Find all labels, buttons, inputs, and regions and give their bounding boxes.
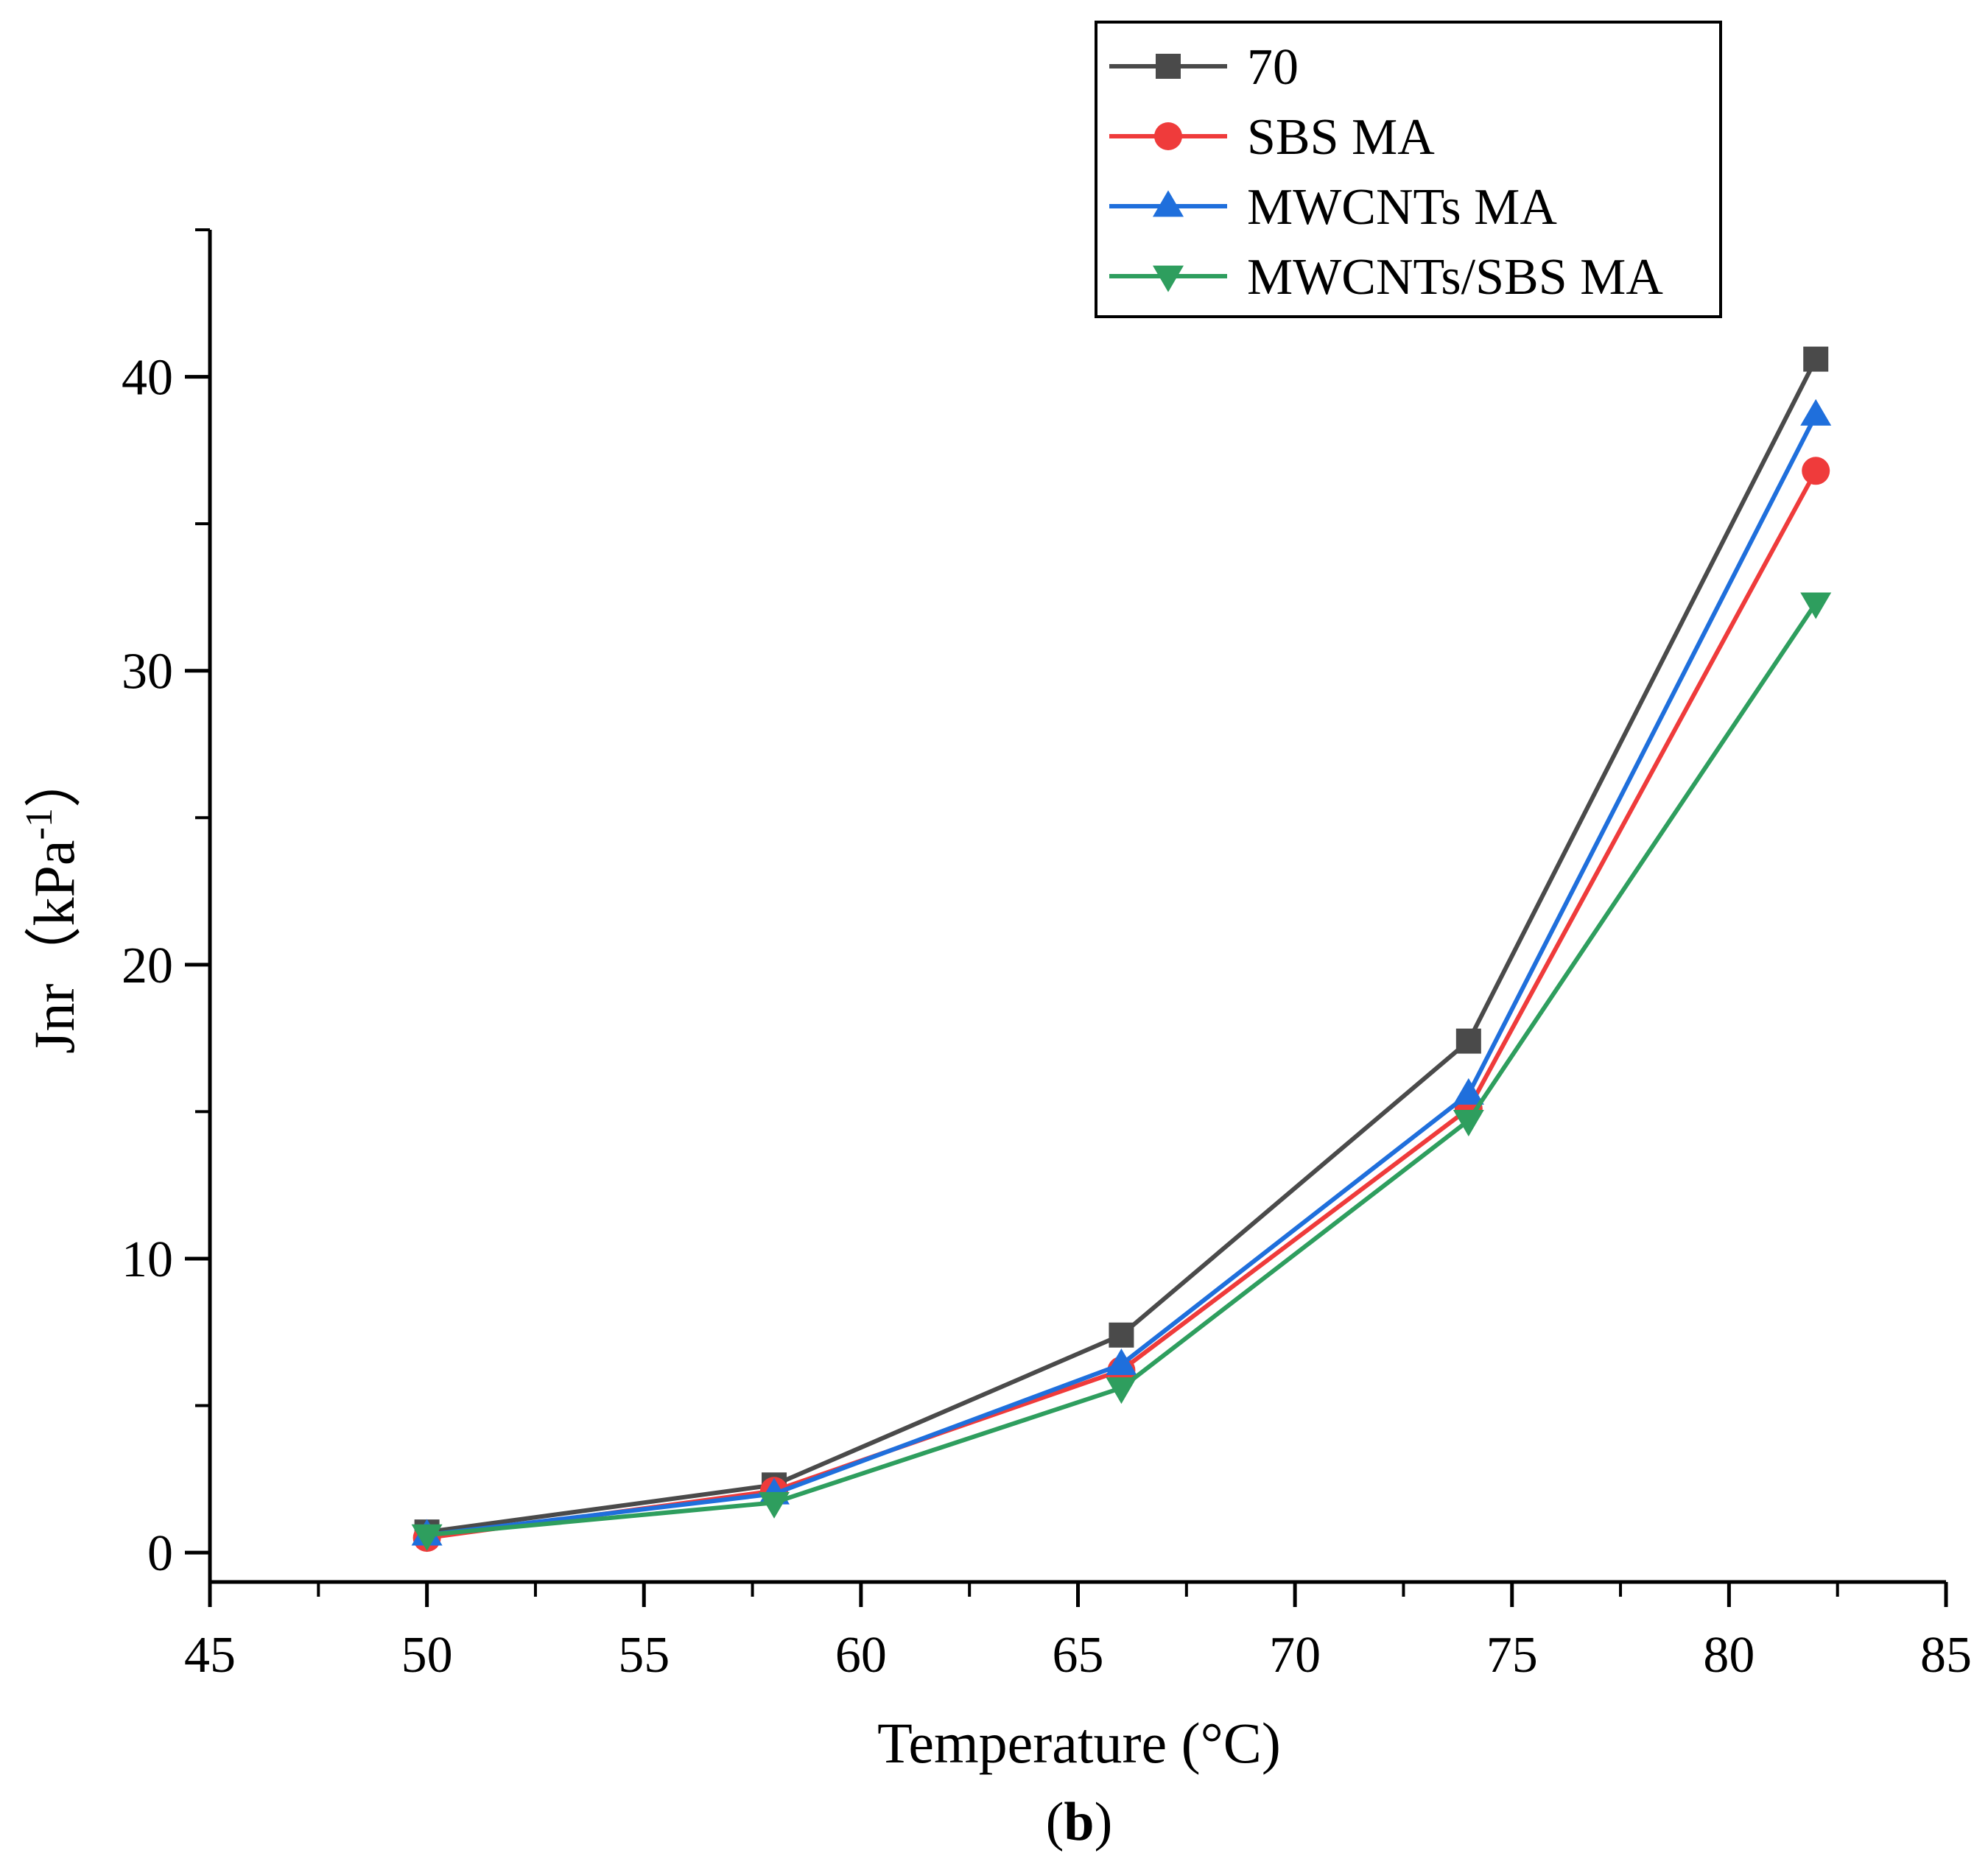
y-tick-label: 20 bbox=[122, 938, 173, 994]
data-point-mwcnts-sbs-ma bbox=[1800, 592, 1832, 619]
data-point-mwcnts-ma bbox=[1800, 398, 1832, 426]
y-tick-label: 10 bbox=[122, 1231, 173, 1288]
series-70 bbox=[414, 346, 1829, 1545]
panel-label-open: ( bbox=[1046, 1792, 1064, 1852]
legend-marker-mwcnts-sbs-ma bbox=[1153, 265, 1184, 292]
legend-marker-sbs-ma bbox=[1154, 122, 1182, 150]
panel-label-letter: b bbox=[1064, 1792, 1094, 1852]
y-tick-label: 40 bbox=[122, 350, 173, 407]
y-axis-title: Jnr（kPa-1） bbox=[18, 750, 86, 1054]
y-tick-label: 30 bbox=[122, 644, 173, 700]
x-tick-label: 60 bbox=[835, 1627, 887, 1684]
data-point-mwcnts-sbs-ma bbox=[411, 1524, 443, 1551]
x-tick-label: 55 bbox=[618, 1627, 670, 1684]
legend-label-mwcnts-ma: MWCNTs MA bbox=[1247, 179, 1557, 236]
x-tick-label: 85 bbox=[1920, 1627, 1972, 1684]
series-mwcnts-ma bbox=[411, 398, 1832, 1546]
data-point-70 bbox=[1109, 1322, 1134, 1348]
x-tick-label: 80 bbox=[1703, 1627, 1755, 1684]
data-point-mwcnts-ma bbox=[1453, 1077, 1484, 1105]
y-axis-title-close: ） bbox=[22, 750, 86, 808]
data-point-70 bbox=[1455, 1028, 1481, 1054]
x-tick-label: 75 bbox=[1486, 1627, 1538, 1684]
data-point-mwcnts-ma bbox=[1106, 1349, 1137, 1376]
x-tick-label: 65 bbox=[1053, 1627, 1104, 1684]
panel-label-close: ) bbox=[1095, 1792, 1113, 1852]
panel-label: (b) bbox=[1046, 1792, 1112, 1852]
x-axis-title: Temperature (°C) bbox=[877, 1711, 1281, 1775]
series-mwcnts-sbs-ma bbox=[411, 592, 1832, 1551]
legend-marker-70 bbox=[1156, 54, 1181, 79]
y-axis-title-main: Jnr（kPa bbox=[22, 840, 86, 1054]
legend-marker-mwcnts-ma bbox=[1153, 190, 1184, 217]
legend-box bbox=[1095, 21, 1722, 318]
legend-label-mwcnts-sbs-ma: MWCNTs/SBS MA bbox=[1247, 249, 1663, 306]
legend-label-sbs-ma: SBS MA bbox=[1247, 109, 1435, 166]
data-point-70 bbox=[1803, 346, 1829, 372]
legend-label-70: 70 bbox=[1247, 39, 1299, 96]
data-point-mwcnts-sbs-ma bbox=[759, 1491, 790, 1519]
x-tick-label: 50 bbox=[401, 1627, 453, 1684]
y-axis-title-superscript: -1 bbox=[18, 808, 60, 840]
y-tick-label: 0 bbox=[147, 1525, 173, 1582]
data-point-mwcnts-sbs-ma bbox=[1453, 1109, 1484, 1136]
x-tick-label: 45 bbox=[184, 1627, 236, 1684]
x-tick-label: 70 bbox=[1269, 1627, 1321, 1684]
data-point-sbs-ma bbox=[1802, 457, 1830, 485]
data-point-mwcnts-sbs-ma bbox=[1106, 1377, 1137, 1404]
